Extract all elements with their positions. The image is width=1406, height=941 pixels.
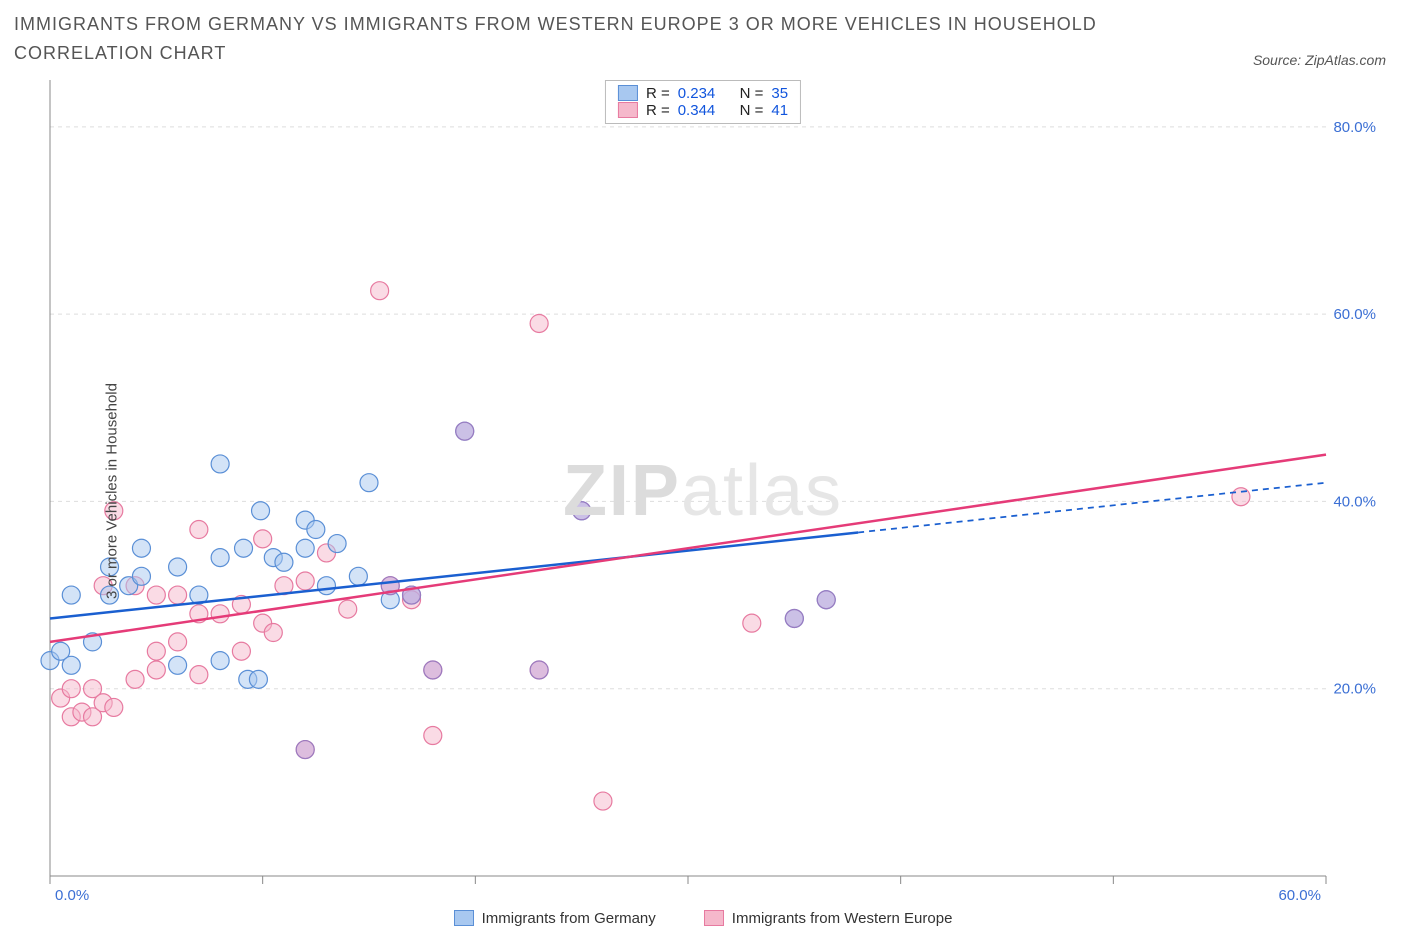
legend-swatch-2 [704,910,724,926]
chart-header: IMMIGRANTS FROM GERMANY VS IMMIGRANTS FR… [10,10,1396,76]
stat-r-val-2: 0.344 [678,102,716,119]
stat-n-label-1: N = [740,85,764,102]
swatch-series-2 [618,102,638,118]
svg-text:40.0%: 40.0% [1333,493,1376,510]
chart-svg: 20.0% 40.0% 60.0% 80.0% 0.0% 60.0% [10,76,1396,906]
bottom-legend: Immigrants from Germany Immigrants from … [10,906,1396,931]
stats-row-2: R = 0.344 N = 41 [618,102,788,119]
svg-text:60.0%: 60.0% [1278,887,1321,904]
legend-swatch-1 [454,910,474,926]
stats-row-1: R = 0.234 N = 35 [618,85,788,102]
svg-text:0.0%: 0.0% [55,887,89,904]
y-axis-label: 3 or more Vehicles in Household [103,383,120,599]
stat-n-val-1: 35 [771,85,788,102]
stat-r-val-1: 0.234 [678,85,716,102]
chart-source: Source: ZipAtlas.com [1253,52,1386,68]
legend-item-2: Immigrants from Western Europe [704,910,953,927]
stat-n-val-2: 41 [771,102,788,119]
stat-r-label-1: R = [646,85,670,102]
swatch-series-1 [618,85,638,101]
legend-item-1: Immigrants from Germany [454,910,656,927]
stat-n-label-2: N = [740,102,764,119]
chart-container: IMMIGRANTS FROM GERMANY VS IMMIGRANTS FR… [10,10,1396,931]
chart-title: IMMIGRANTS FROM GERMANY VS IMMIGRANTS FR… [14,10,1114,68]
svg-text:80.0%: 80.0% [1333,118,1376,135]
stats-box: R = 0.234 N = 35 R = 0.344 N = 41 [605,80,801,124]
svg-text:60.0%: 60.0% [1333,306,1376,323]
plot-area: 3 or more Vehicles in Household ZIPatlas… [10,76,1396,906]
legend-label-1: Immigrants from Germany [482,910,656,927]
svg-text:20.0%: 20.0% [1333,680,1376,697]
stat-r-label-2: R = [646,102,670,119]
legend-label-2: Immigrants from Western Europe [732,910,953,927]
